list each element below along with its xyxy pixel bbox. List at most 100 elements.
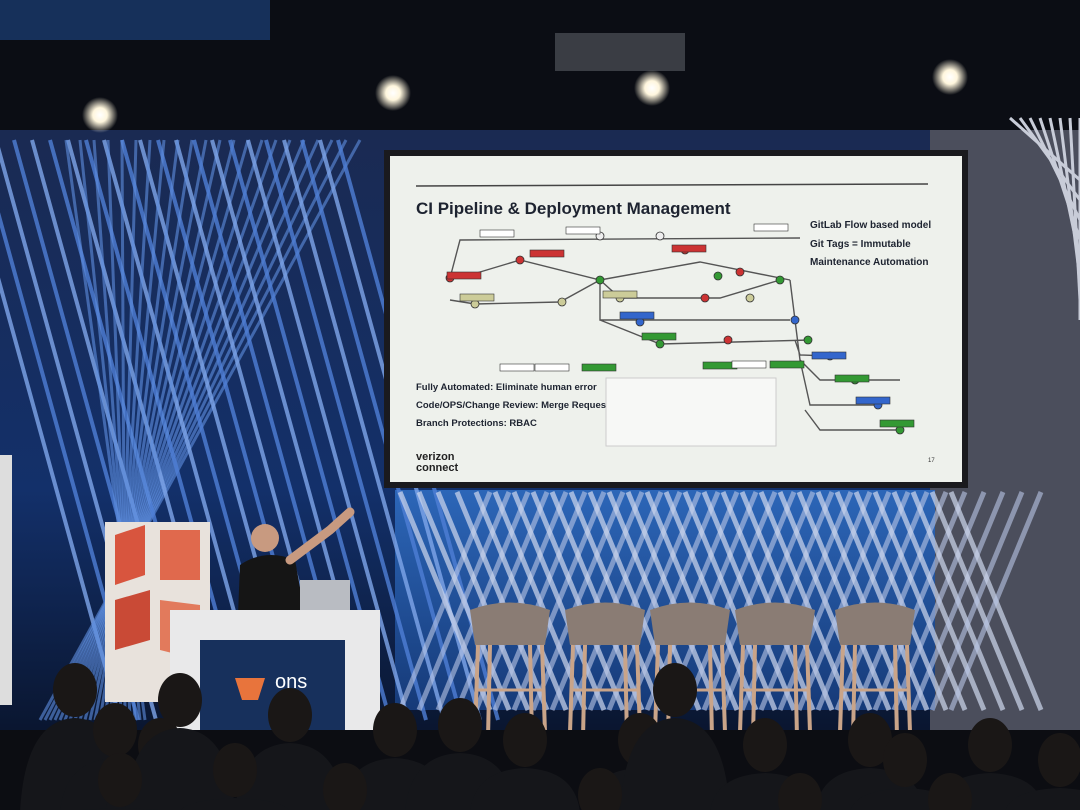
tag-label — [731, 360, 767, 369]
head — [158, 673, 202, 727]
head — [268, 688, 312, 742]
tag-label — [619, 311, 655, 320]
side-point: Maintenance Automation — [810, 257, 929, 268]
stripe — [48, 139, 334, 721]
head — [438, 698, 482, 752]
tag-label — [753, 223, 789, 232]
tag-label — [534, 363, 570, 372]
tag-label — [641, 332, 677, 341]
spotlight — [375, 75, 411, 111]
stripe — [720, 491, 816, 711]
shoulders — [1005, 788, 1080, 810]
head — [778, 773, 822, 810]
head — [93, 703, 137, 757]
ceiling-panel — [0, 0, 270, 40]
head — [373, 703, 417, 757]
commit — [655, 231, 665, 241]
bullet: Branch Protections: RBAC — [416, 418, 537, 429]
stripe — [625, 491, 721, 711]
stripe — [530, 491, 626, 711]
commit — [700, 293, 710, 303]
git-commits — [445, 223, 915, 435]
chair-back — [565, 602, 645, 645]
commit — [790, 315, 800, 325]
chair-back — [470, 602, 550, 645]
projector — [555, 33, 685, 71]
tag-label — [671, 244, 707, 253]
presenter — [238, 507, 355, 615]
stripe — [910, 491, 1006, 711]
audience — [20, 663, 1080, 810]
tag-label — [529, 249, 565, 258]
tag-label — [769, 360, 805, 369]
side-point: GitLab Flow based model — [810, 220, 931, 231]
ceiling-lights — [82, 59, 968, 133]
commit — [713, 271, 723, 281]
chairs — [470, 602, 915, 739]
stripe — [1068, 117, 1080, 301]
chair-back — [835, 602, 915, 645]
podium-icon — [235, 678, 265, 700]
commit — [595, 275, 605, 285]
tag-label — [499, 363, 535, 372]
head — [578, 768, 622, 810]
bullet: Code/OPS/Change Review: Merge Request — [416, 400, 610, 411]
head — [968, 718, 1012, 772]
stripe — [929, 491, 1025, 711]
commit — [655, 339, 665, 349]
shoulders — [470, 768, 580, 810]
tag-label — [834, 374, 870, 383]
head — [323, 763, 367, 810]
tag-label — [459, 293, 495, 302]
stripe — [43, 139, 348, 721]
head — [213, 743, 257, 797]
stripe — [435, 491, 531, 711]
stripe — [492, 491, 588, 711]
logo-text: connect — [416, 462, 459, 474]
commit — [775, 275, 785, 285]
stripe — [282, 139, 446, 721]
head — [928, 773, 972, 810]
head — [653, 663, 697, 717]
stripe — [948, 491, 1044, 711]
stripe — [853, 491, 949, 711]
tag-label — [879, 419, 915, 428]
slide-rule — [415, 183, 929, 187]
slide-title: CI Pipeline & Deployment Management — [416, 199, 731, 218]
head — [848, 713, 892, 767]
stripe — [796, 491, 892, 711]
stripe — [246, 139, 410, 721]
tag-label — [602, 290, 638, 299]
spotlight — [634, 70, 670, 106]
stripe — [416, 491, 512, 711]
stripe — [758, 491, 854, 711]
page-number: 17 — [928, 458, 935, 464]
stripe — [815, 491, 911, 711]
stripe — [63, 139, 292, 721]
stripe — [397, 491, 493, 711]
tag-label — [479, 229, 515, 238]
head — [1038, 733, 1080, 787]
stripe — [682, 491, 778, 711]
commit — [735, 267, 745, 277]
stripe — [872, 491, 968, 711]
stripe — [264, 139, 428, 721]
chair-back — [735, 602, 815, 645]
shoulders — [235, 743, 345, 810]
shoulders — [620, 718, 730, 810]
shoulders — [125, 728, 235, 810]
head — [503, 713, 547, 767]
commit — [803, 335, 813, 345]
head — [743, 718, 787, 772]
tag-label — [855, 396, 891, 405]
spotlight — [82, 97, 118, 133]
head — [883, 733, 927, 787]
commit — [557, 297, 567, 307]
logo-text: verizon — [416, 451, 455, 463]
stripes — [0, 116, 1080, 721]
podium-logo: ons — [275, 671, 307, 693]
side-point: Git Tags = Immutable — [810, 239, 911, 250]
spotlight — [932, 59, 968, 95]
stripe — [587, 491, 683, 711]
stripe — [701, 491, 797, 711]
